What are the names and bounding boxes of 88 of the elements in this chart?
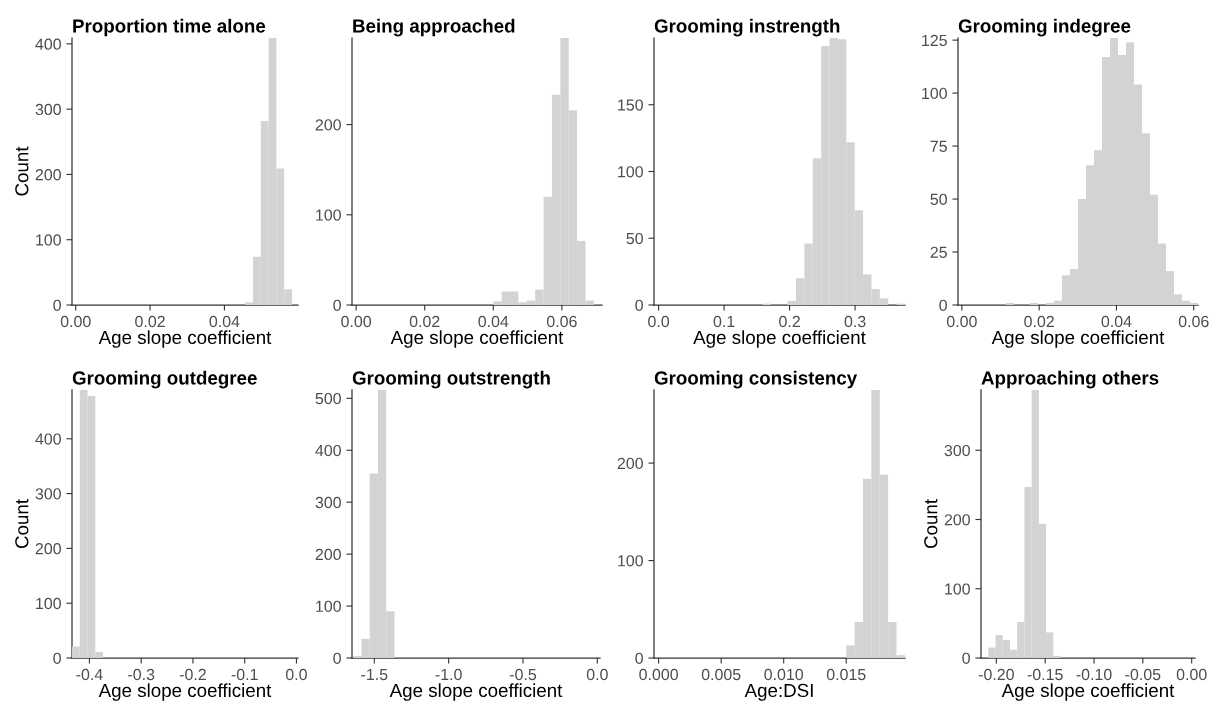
x-tick-label: -1.0 xyxy=(435,668,462,681)
y-tick-label: 100 xyxy=(945,583,970,595)
x-tick-label: -0.15 xyxy=(1027,668,1063,681)
x-tick-label: 0.005 xyxy=(701,668,741,681)
x-tick-label: 0.2 xyxy=(779,315,800,328)
y-tick-label: 0 xyxy=(333,299,341,311)
x-tick-label: 0.3 xyxy=(844,315,866,328)
x-tick-label: 0.00 xyxy=(60,315,91,328)
x-tick-label: 0.015 xyxy=(826,668,866,681)
y-tick-label: 100 xyxy=(316,600,341,613)
y-tick-label: 100 xyxy=(36,234,61,246)
x-tick-label: -0.10 xyxy=(1076,668,1112,681)
x-axis-title: Age slope coefficient xyxy=(98,330,272,348)
y-tick-label: 200 xyxy=(35,169,61,181)
x-axis-title: Age slope coefficient xyxy=(390,330,564,348)
y-tick-label: 100 xyxy=(618,166,643,178)
y-tick-label: 0 xyxy=(939,299,947,311)
y-tick-label: 500 xyxy=(315,392,341,405)
y-tick-label: 200 xyxy=(315,548,341,561)
x-tick-label: -0.5 xyxy=(509,668,537,681)
y-tick-label: 200 xyxy=(944,514,970,526)
x-tick-label: -0.05 xyxy=(1125,668,1161,681)
x-tick-label: 0.06 xyxy=(546,315,577,328)
y-tick-label: 200 xyxy=(315,119,341,131)
y-tick-label: 125 xyxy=(922,34,947,47)
x-tick-label: 0.0 xyxy=(586,668,608,681)
x-tick-label: 0.06 xyxy=(1178,315,1209,328)
chart-title: Grooming indegree xyxy=(958,18,1131,37)
y-axis-title: Count xyxy=(15,499,29,549)
y-tick-label: 0 xyxy=(962,652,970,664)
x-tick-label: 0.04 xyxy=(209,315,240,328)
y-tick-label: 400 xyxy=(315,444,341,457)
x-tick-label: -0.3 xyxy=(128,668,155,681)
x-axis-title: Age:DSI xyxy=(744,683,813,701)
y-tick-label: 100 xyxy=(36,597,61,610)
x-tick-label: 0.04 xyxy=(1101,315,1132,328)
x-tick-label: 0.010 xyxy=(764,668,804,681)
y-tick-label: 50 xyxy=(930,193,947,205)
y-tick-label: 300 xyxy=(35,103,61,116)
y-tick-label: 0 xyxy=(53,652,61,664)
chart-title: Proportion time alone xyxy=(73,18,266,37)
chart-title: Grooming outdegree xyxy=(72,370,257,389)
x-tick-label: -0.1 xyxy=(231,668,258,681)
x-axis-title: Age slope coefficient xyxy=(991,330,1165,348)
x-tick-label: 0.02 xyxy=(1024,315,1054,328)
y-tick-label: 200 xyxy=(617,457,643,470)
x-tick-label: 0.00 xyxy=(1176,668,1207,681)
y-tick-label: 0 xyxy=(333,652,341,664)
y-tick-label: 100 xyxy=(618,555,643,567)
y-tick-label: 300 xyxy=(944,444,970,457)
x-tick-label: 0.00 xyxy=(946,315,977,328)
x-tick-label: 0.00 xyxy=(341,315,372,328)
y-tick-label: 0 xyxy=(53,299,61,311)
x-axis-title: Age slope coefficient xyxy=(389,683,563,701)
y-axis-title: Count xyxy=(15,146,29,196)
chart-title: Approaching others xyxy=(981,370,1159,389)
x-tick-label: -0.4 xyxy=(76,668,103,681)
chart-title: Grooming instrength xyxy=(654,18,840,37)
y-tick-label: 100 xyxy=(316,209,341,221)
y-tick-label: 400 xyxy=(35,38,61,50)
x-tick-label: -1.5 xyxy=(361,669,388,681)
y-tick-label: 100 xyxy=(922,87,947,100)
x-tick-label: 0.02 xyxy=(135,315,165,328)
x-tick-label: 0.0 xyxy=(648,315,670,328)
x-tick-label: 0.02 xyxy=(409,315,440,328)
x-tick-label: 0.04 xyxy=(478,315,509,328)
y-tick-label: 300 xyxy=(315,496,341,509)
y-tick-label: 50 xyxy=(626,232,643,245)
y-tick-label: 75 xyxy=(930,140,947,153)
x-tick-label: -0.20 xyxy=(978,668,1014,681)
x-axis-title: Age slope coefficient xyxy=(693,330,866,348)
x-tick-label: 0.000 xyxy=(639,668,678,681)
x-axis-title: Age slope coefficient xyxy=(1001,683,1175,701)
x-tick-label: 0.1 xyxy=(713,315,735,328)
chart-title: Grooming consistency xyxy=(654,370,858,389)
x-tick-label: -0.2 xyxy=(179,668,206,681)
y-tick-label: 400 xyxy=(35,433,61,445)
y-axis-title: Count xyxy=(924,499,938,549)
chart-title: Being approached xyxy=(353,18,515,37)
x-tick-label: 0.0 xyxy=(285,668,307,681)
y-tick-label: 300 xyxy=(35,488,61,500)
y-tick-label: 200 xyxy=(35,543,61,555)
x-axis-title: Age slope coefficient xyxy=(98,683,272,701)
y-tick-label: 0 xyxy=(635,299,643,311)
chart-title: Grooming outstrength xyxy=(352,370,550,389)
y-tick-label: 25 xyxy=(930,246,947,258)
y-tick-label: 150 xyxy=(618,99,643,111)
y-tick-label: 0 xyxy=(635,652,643,664)
